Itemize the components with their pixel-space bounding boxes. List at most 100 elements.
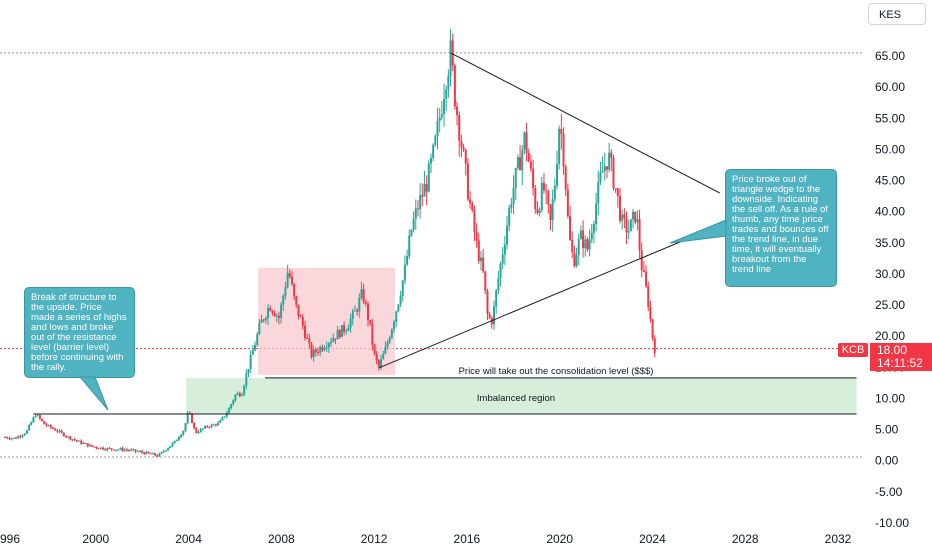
candle-body <box>69 436 72 440</box>
triangle-upper-line <box>450 52 720 194</box>
candle-body <box>138 451 141 453</box>
candle <box>230 403 233 410</box>
candle <box>375 350 378 365</box>
candle <box>640 242 643 278</box>
candle <box>349 313 352 333</box>
y-tick-label: -5.00 <box>875 485 903 499</box>
consolidation-label: Price will take out the consolidation le… <box>459 366 654 377</box>
candle-body <box>573 251 576 267</box>
candle-body <box>290 276 293 285</box>
candle-body <box>149 453 152 455</box>
candle-body <box>101 447 104 450</box>
x-tick-label: 2020 <box>546 532 573 546</box>
candle-body <box>117 449 120 451</box>
candle-body <box>649 306 652 320</box>
candle <box>30 421 33 426</box>
y-tick-label: 35.00 <box>875 236 905 250</box>
candle <box>619 187 622 224</box>
candle <box>460 134 463 158</box>
candle-body <box>288 273 291 277</box>
candle-body <box>436 120 439 137</box>
candle-body <box>143 452 146 455</box>
candle-body <box>614 188 617 190</box>
candle-body <box>225 413 228 417</box>
candle-body <box>282 295 285 305</box>
candle-body <box>495 290 498 307</box>
candle <box>132 448 135 452</box>
candle <box>62 432 65 437</box>
break-of-structure-note[interactable]: Break of structure to the upside. Price … <box>24 287 135 378</box>
candle-body <box>301 316 304 326</box>
triangle-breakout-note[interactable]: Price broke out of triangle wedge to the… <box>725 169 837 287</box>
candle-body <box>605 166 608 170</box>
candle-body <box>164 450 167 452</box>
candle-body <box>519 157 522 171</box>
candle-body <box>88 444 91 447</box>
candle <box>112 449 115 451</box>
candle <box>449 29 452 87</box>
candle-body <box>458 115 461 142</box>
candle-body <box>41 418 44 422</box>
candle <box>119 447 122 451</box>
candle <box>212 423 215 426</box>
candle <box>277 311 280 325</box>
candle <box>171 442 174 448</box>
candle-body <box>366 303 369 320</box>
candle <box>412 211 415 233</box>
candle <box>473 205 476 241</box>
candle-body <box>71 439 74 441</box>
candle-body <box>503 244 506 255</box>
candle-body <box>653 338 656 354</box>
candle <box>214 423 217 427</box>
candle-body <box>319 347 322 353</box>
candle <box>401 279 404 302</box>
candle <box>364 299 367 307</box>
candle <box>288 269 291 279</box>
candle <box>397 303 400 313</box>
candle-body <box>199 429 202 433</box>
candle-body <box>640 250 643 270</box>
y-tick-label: 40.00 <box>875 205 905 219</box>
candle-body <box>208 426 211 428</box>
candle <box>547 189 550 214</box>
candle <box>356 307 359 316</box>
candle-body <box>230 404 233 409</box>
candle <box>54 427 57 431</box>
candle <box>299 313 302 318</box>
candle-body <box>473 210 476 232</box>
candle <box>582 220 585 258</box>
candle-body <box>306 337 309 339</box>
candle-body <box>280 304 283 318</box>
candle-body <box>438 117 441 121</box>
candle-body <box>497 278 500 291</box>
candle <box>458 111 461 157</box>
candle-body <box>60 430 63 433</box>
candle <box>306 333 309 339</box>
candle <box>195 427 198 434</box>
candle-body <box>221 417 224 421</box>
candle <box>319 345 322 357</box>
candle-body <box>277 315 280 318</box>
candle <box>134 449 137 454</box>
candle <box>175 439 178 441</box>
candle <box>177 435 180 442</box>
candle-body <box>569 216 572 240</box>
candle <box>366 301 369 327</box>
candle-body <box>492 306 495 325</box>
candle <box>193 421 196 430</box>
candle <box>243 384 246 397</box>
candle-body <box>464 149 467 164</box>
candle <box>338 328 341 339</box>
candle <box>19 434 22 439</box>
candle-body <box>484 271 487 292</box>
candle <box>421 183 424 207</box>
candle <box>649 300 652 323</box>
candle <box>501 247 504 270</box>
currency-selector[interactable]: KES <box>868 3 926 25</box>
candle-body <box>623 214 626 219</box>
candle-body <box>34 415 37 418</box>
candle-body <box>251 350 254 355</box>
candle-body <box>575 254 578 267</box>
